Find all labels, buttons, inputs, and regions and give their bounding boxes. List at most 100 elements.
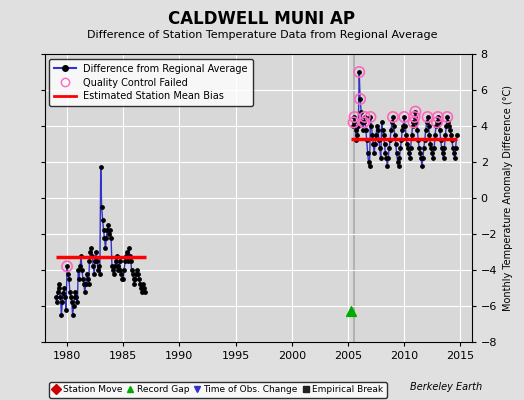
Point: [102, 234, 111, 241]
Point: [53, 288, 62, 295]
Point: [441, 132, 450, 138]
Point: [408, 123, 417, 129]
Point: [85, 258, 94, 264]
Point: [377, 119, 386, 126]
Point: [131, 276, 139, 282]
Point: [419, 155, 427, 162]
Point: [356, 96, 364, 102]
Point: [375, 137, 383, 144]
Y-axis label: Monthly Temperature Anomaly Difference (°C): Monthly Temperature Anomaly Difference (…: [503, 85, 512, 311]
Point: [420, 144, 428, 151]
Point: [91, 258, 100, 264]
Point: [382, 155, 390, 162]
Point: [73, 299, 82, 306]
Point: [368, 132, 377, 138]
Point: [133, 267, 141, 273]
Point: [403, 144, 412, 151]
Point: [119, 276, 127, 282]
Point: [348, 123, 357, 129]
Point: [360, 119, 368, 126]
Point: [61, 294, 69, 300]
Point: [364, 150, 372, 156]
Point: [350, 119, 358, 126]
Point: [365, 162, 374, 169]
Point: [125, 245, 133, 252]
Point: [68, 299, 76, 306]
Point: [357, 108, 365, 115]
Point: [113, 252, 121, 259]
Point: [425, 132, 434, 138]
Point: [351, 126, 359, 133]
Point: [439, 155, 447, 162]
Point: [126, 252, 134, 259]
Point: [136, 281, 144, 288]
Point: [354, 123, 363, 129]
Point: [428, 150, 436, 156]
Point: [355, 69, 364, 75]
Point: [355, 69, 364, 75]
Point: [76, 263, 84, 270]
Point: [84, 281, 93, 288]
Point: [366, 114, 375, 120]
Point: [58, 299, 67, 306]
Point: [97, 204, 106, 210]
Point: [370, 150, 378, 156]
Point: [445, 123, 453, 129]
Point: [127, 267, 136, 273]
Point: [96, 164, 105, 170]
Point: [103, 227, 112, 234]
Point: [367, 123, 376, 129]
Point: [412, 119, 420, 126]
Point: [62, 306, 70, 313]
Point: [385, 144, 394, 151]
Point: [113, 267, 122, 273]
Point: [362, 126, 370, 133]
Point: [66, 288, 74, 295]
Point: [60, 285, 69, 291]
Point: [414, 137, 422, 144]
Point: [447, 132, 455, 138]
Point: [118, 276, 126, 282]
Point: [408, 132, 416, 138]
Point: [67, 294, 75, 300]
Point: [59, 290, 68, 297]
Point: [82, 270, 91, 277]
Point: [352, 137, 361, 144]
Point: [101, 245, 110, 252]
Point: [124, 258, 132, 264]
Point: [115, 258, 124, 264]
Point: [427, 144, 435, 151]
Point: [384, 155, 392, 162]
Point: [401, 123, 409, 129]
Point: [409, 119, 418, 126]
Point: [80, 281, 88, 288]
Point: [411, 108, 420, 115]
Point: [446, 126, 454, 133]
Point: [392, 150, 401, 156]
Point: [432, 123, 440, 129]
Point: [444, 119, 452, 126]
Point: [409, 119, 418, 126]
Point: [117, 270, 125, 277]
Point: [92, 249, 100, 255]
Point: [353, 132, 362, 138]
Point: [417, 155, 425, 162]
Point: [426, 141, 434, 147]
Text: Difference of Station Temperature Data from Regional Average: Difference of Station Temperature Data f…: [87, 30, 437, 40]
Point: [139, 285, 148, 291]
Point: [388, 119, 396, 126]
Point: [372, 132, 380, 138]
Point: [69, 303, 78, 309]
Point: [108, 263, 116, 270]
Point: [359, 126, 367, 133]
Point: [415, 144, 423, 151]
Point: [75, 276, 83, 282]
Point: [381, 150, 389, 156]
Point: [82, 281, 90, 288]
Point: [134, 270, 143, 277]
Point: [374, 126, 382, 133]
Point: [110, 270, 118, 277]
Point: [137, 285, 145, 291]
Point: [452, 132, 461, 138]
Point: [360, 119, 368, 126]
